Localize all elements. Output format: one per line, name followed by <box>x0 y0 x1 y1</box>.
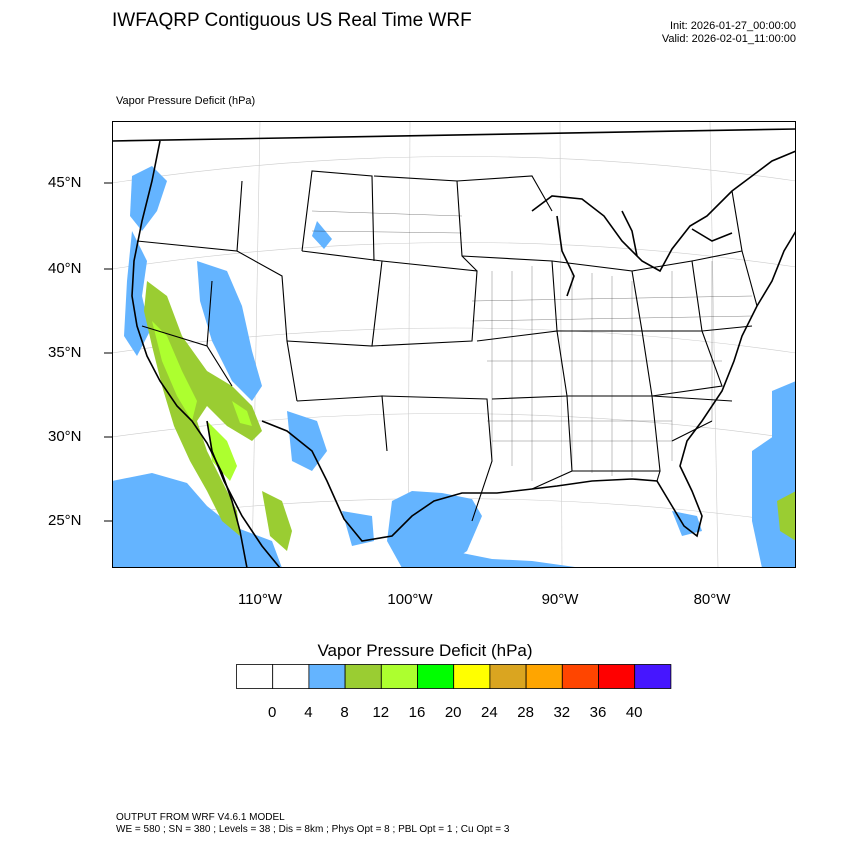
colorbar-title: Vapor Pressure Deficit (hPa) <box>317 641 533 660</box>
colorbar-swatch <box>453 664 491 689</box>
field-label: Vapor Pressure Deficit (hPa) <box>116 95 256 107</box>
colorbar-label: 0 <box>268 704 277 721</box>
vpd-shading-12-16 <box>152 321 252 481</box>
colorbar-swatch <box>561 664 599 689</box>
colorbar <box>236 664 672 689</box>
colorbar-label: 32 <box>553 704 571 721</box>
colorbar-label: 28 <box>517 704 534 721</box>
coastlines <box>112 128 796 568</box>
colorbar-swatch <box>380 664 418 689</box>
lat-label-40: 40°N <box>48 260 82 277</box>
model-footer: OUTPUT FROM WRF V4.6.1 MODEL WE = 580 ; … <box>116 812 509 836</box>
vpd-shading-8-16 <box>144 281 796 551</box>
county-boundaries <box>311 210 753 481</box>
lat-ticks <box>104 182 112 522</box>
colorbar-swatch <box>525 664 563 689</box>
map-frame <box>112 121 796 568</box>
lat-label-45: 45°N <box>48 174 82 191</box>
colorbar-label: 24 <box>481 704 498 721</box>
lon-label-100: 100°W <box>387 591 433 608</box>
colorbar-label: 12 <box>372 704 390 721</box>
footer-line-2: WE = 580 ; SN = 380 ; Levels = 38 ; Dis … <box>116 824 510 835</box>
colorbar-swatch <box>344 664 382 689</box>
lat-label-30: 30°N <box>48 428 82 445</box>
map-panel <box>112 121 796 568</box>
colorbar-swatch <box>308 664 346 689</box>
init-time: Init: 2026-01-27_00:00:00 <box>670 20 796 32</box>
colorbar-swatch <box>489 664 527 689</box>
colorbar-swatch <box>417 664 455 689</box>
vpd-shading-4-8 <box>112 166 796 568</box>
colorbar-swatch <box>634 664 672 689</box>
colorbar-swatch <box>598 664 636 689</box>
colorbar-swatch <box>236 664 274 689</box>
time-info: Init: 2026-01-27_00:00:00 Valid: 2026-02… <box>662 20 796 46</box>
lat-label-35: 35°N <box>48 344 82 361</box>
lon-label-110: 110°W <box>237 591 283 608</box>
lon-label-80: 80°W <box>693 591 731 608</box>
lat-label-25: 25°N <box>48 512 82 529</box>
lon-label-90: 90°W <box>541 591 579 608</box>
valid-time: Valid: 2026-02-01_11:00:00 <box>661 33 796 45</box>
footer-line-1: OUTPUT FROM WRF V4.6.1 MODEL <box>116 812 285 823</box>
colorbar-swatch <box>272 664 310 689</box>
colorbar-label: 16 <box>408 704 426 721</box>
colorbar-label: 8 <box>340 704 349 721</box>
colorbar-label: 36 <box>589 704 607 721</box>
colorbar-label: 40 <box>625 704 643 721</box>
colorbar-label: 4 <box>304 704 313 721</box>
colorbar-label: 20 <box>444 704 462 721</box>
map-title: IWFAQRP Contiguous US Real Time WRF <box>112 10 472 31</box>
